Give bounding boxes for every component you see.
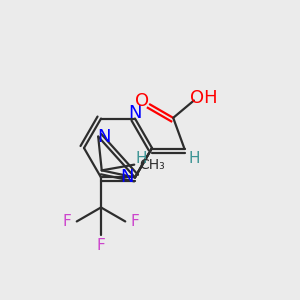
Text: N: N: [120, 168, 134, 186]
Text: F: F: [62, 214, 71, 229]
Text: N: N: [128, 103, 142, 122]
Text: F: F: [131, 214, 140, 229]
Text: O: O: [135, 92, 149, 110]
Text: H: H: [189, 152, 200, 166]
Text: OH: OH: [190, 88, 218, 106]
Text: CH₃: CH₃: [140, 158, 165, 172]
Text: F: F: [97, 238, 105, 253]
Text: N: N: [98, 128, 111, 146]
Text: H: H: [136, 152, 147, 166]
